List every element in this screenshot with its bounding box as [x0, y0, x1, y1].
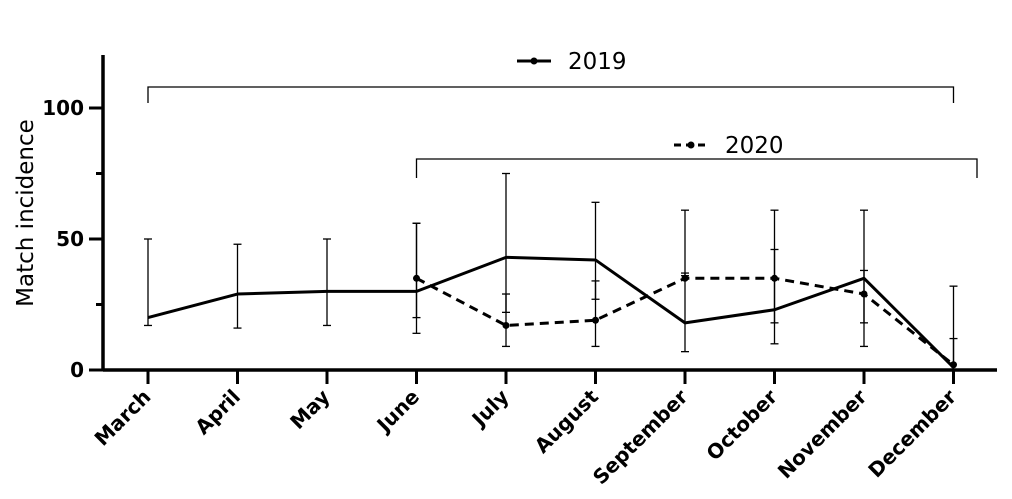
x-tick-label: November — [773, 384, 872, 483]
data-point-2020 — [860, 290, 868, 298]
y-axis-title: Match incidence — [13, 119, 39, 307]
x-tick-label: December — [863, 384, 961, 482]
x-tick-label: October — [701, 384, 782, 465]
data-point-2020 — [502, 321, 510, 329]
legend-label-2020: 2020 — [725, 133, 784, 159]
data-point-2020 — [681, 274, 689, 282]
x-tick-label: May — [285, 385, 334, 434]
data-point-2020 — [413, 274, 420, 282]
legend-marker-2020 — [687, 141, 695, 149]
y-tick-label: 100 — [42, 96, 84, 120]
x-tick-label: April — [190, 385, 245, 440]
x-tick-label: August — [530, 384, 604, 458]
data-point-2020 — [592, 316, 599, 324]
series-lines — [147, 255, 955, 369]
legend-bracket-2020 — [415, 158, 978, 178]
series-points — [413, 274, 957, 369]
series-line-2019 — [147, 255, 955, 369]
legend-bracket-2019 — [147, 86, 955, 103]
legend-label-2019: 2019 — [568, 49, 627, 75]
chart-axes: 0 50 100 March April May June July AugustSeptemb… — [42, 55, 997, 489]
error-bars — [144, 172, 958, 371]
x-tick-label: July — [466, 385, 514, 433]
x-tick-label: March — [90, 385, 156, 451]
chart-legend: 2019 2020 — [147, 49, 978, 178]
y-tick-label: 0 — [70, 358, 84, 382]
x-tick-label: June — [371, 385, 424, 438]
y-tick-label: 50 — [56, 227, 84, 251]
legend-marker-2019 — [530, 57, 538, 65]
data-point-2020 — [771, 274, 778, 282]
data-point-2020 — [950, 361, 957, 369]
x-tick-label: September — [588, 384, 693, 489]
